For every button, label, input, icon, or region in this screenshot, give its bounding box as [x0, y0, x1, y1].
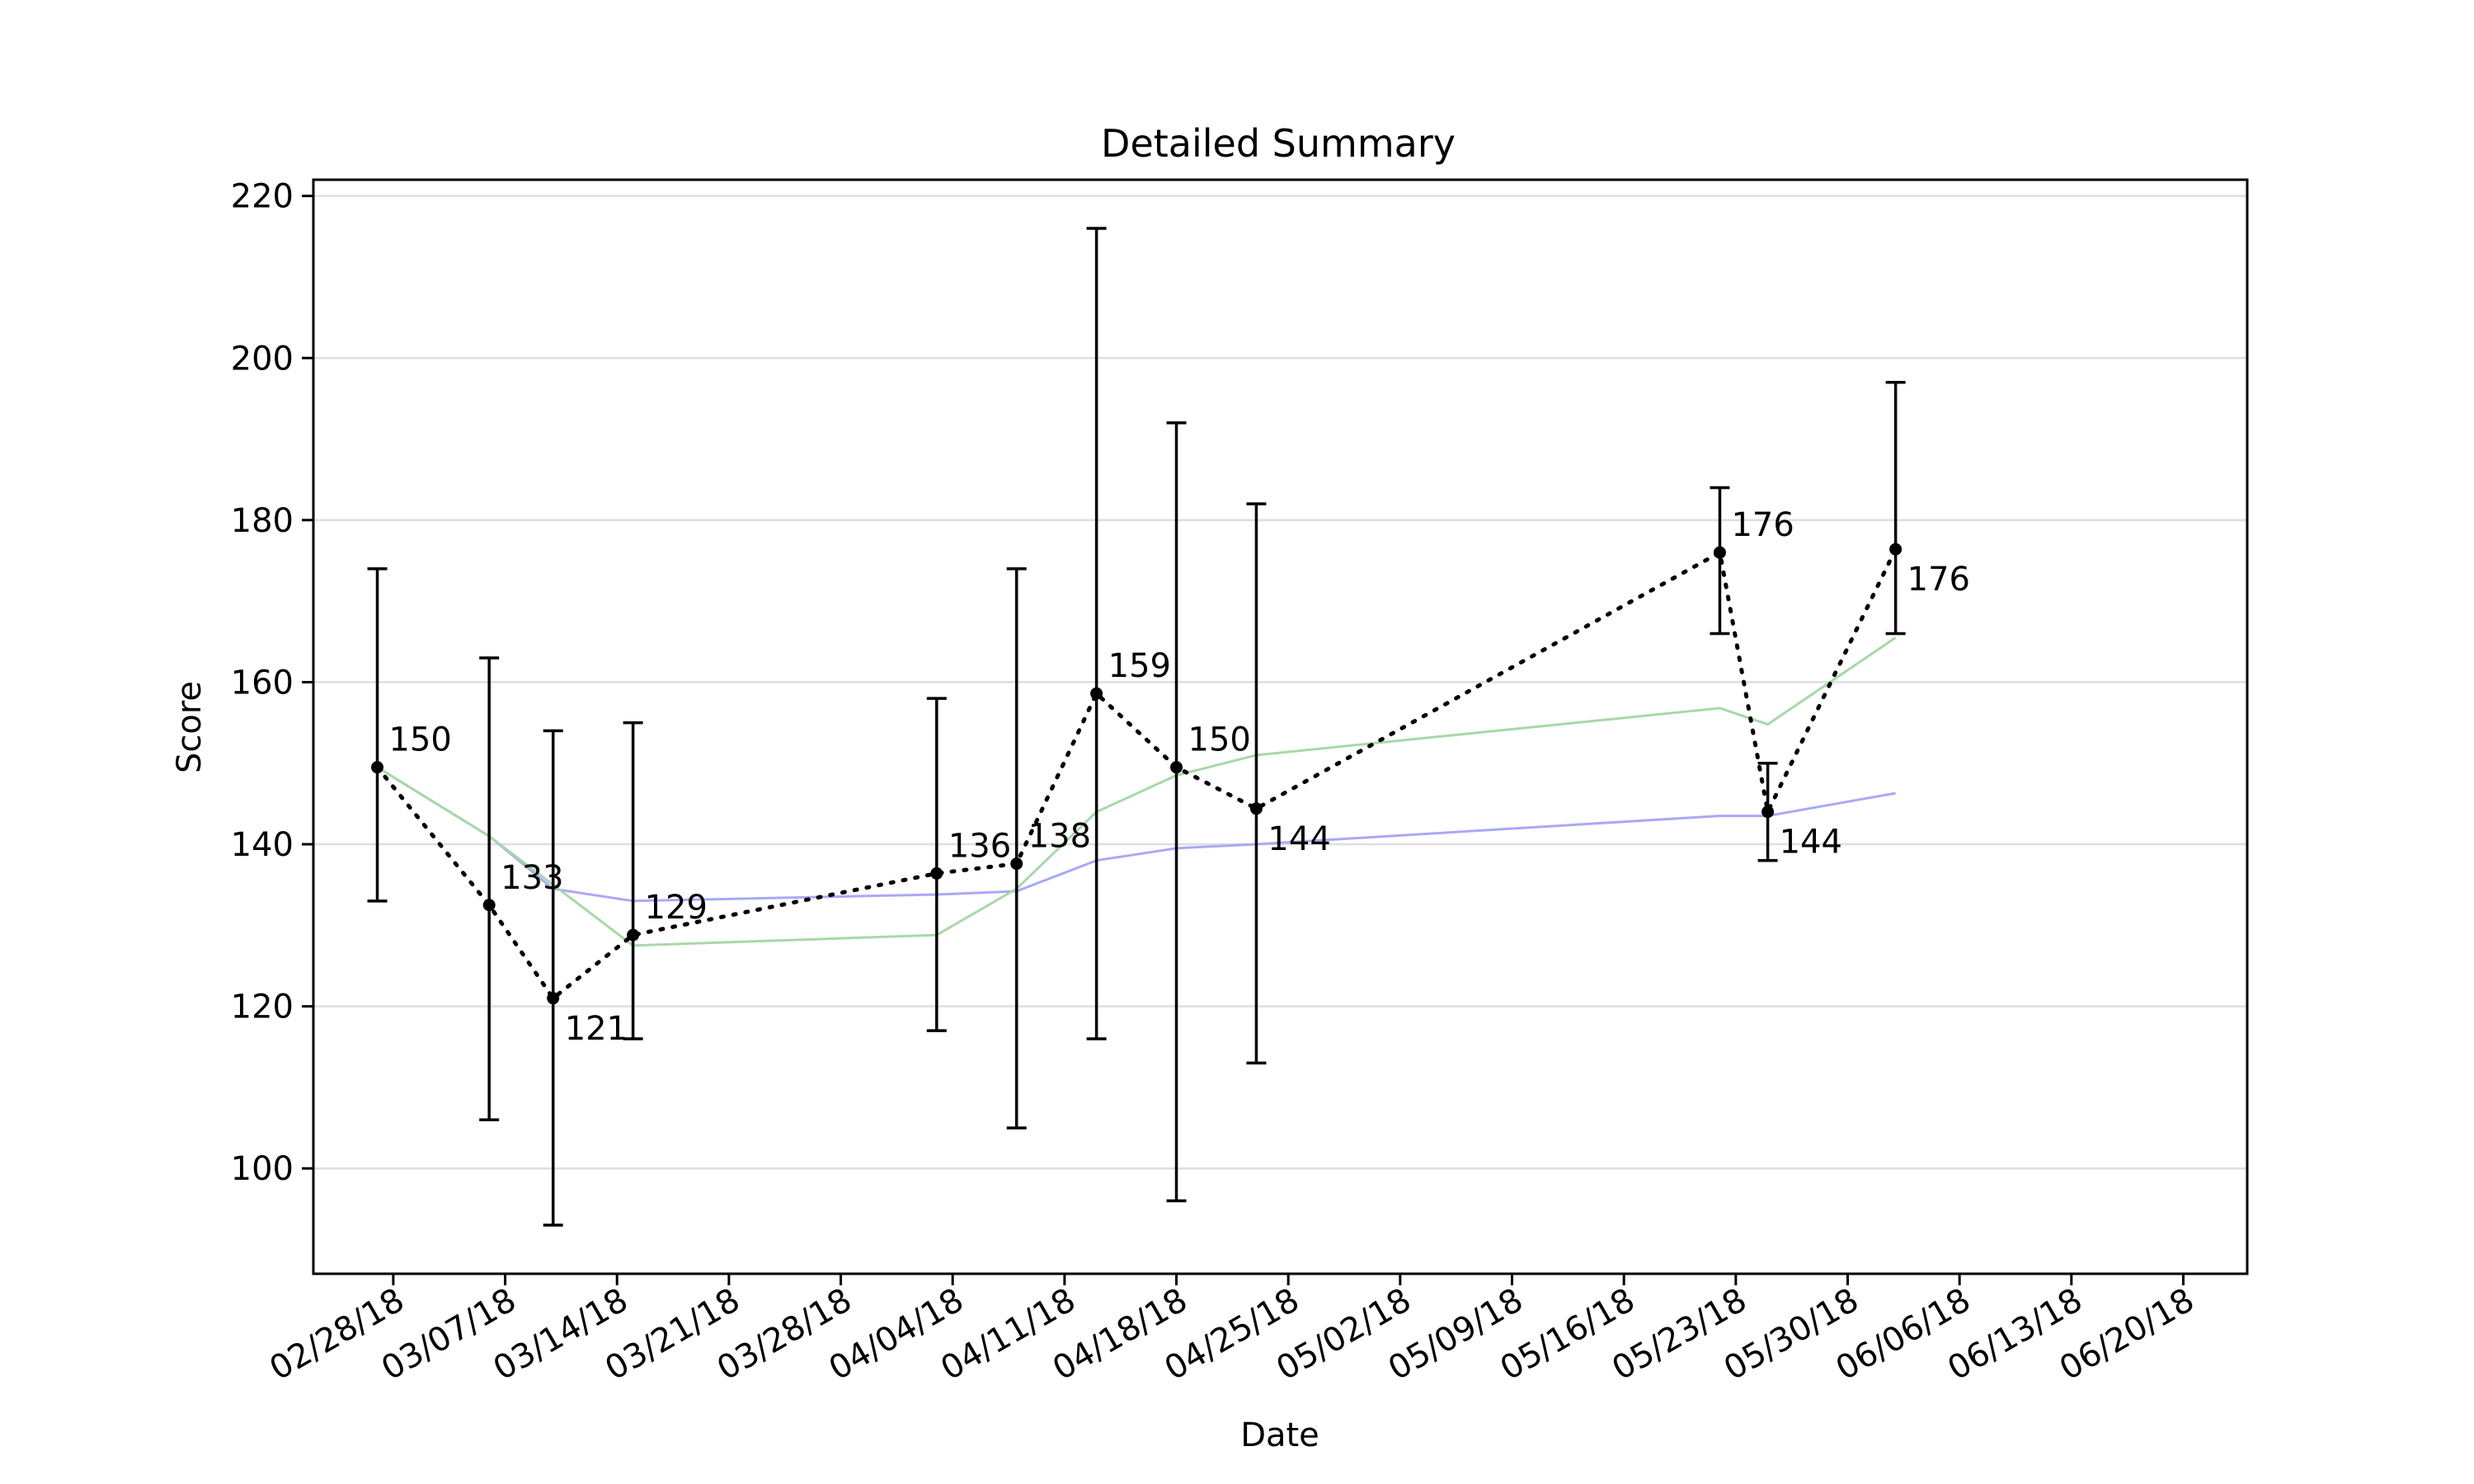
data-label: 129: [645, 889, 708, 927]
chart-title: Detailed Summary: [1101, 121, 1456, 166]
data-point: [1010, 857, 1023, 871]
error-bar: [1166, 421, 1187, 1203]
data-point: [482, 899, 496, 912]
data-point: [1761, 805, 1775, 819]
error-bar: [1246, 502, 1267, 1065]
y-tick-label: 120: [231, 989, 294, 1026]
data-point: [1090, 687, 1103, 700]
data-label: 144: [1268, 820, 1330, 858]
data-label: 150: [389, 721, 452, 759]
y-tick-label: 220: [231, 178, 294, 216]
data-label: 144: [1780, 824, 1842, 862]
data-label: 176: [1907, 561, 1970, 599]
data-point: [1889, 542, 1903, 556]
data-point: [930, 866, 943, 880]
data-label: 176: [1731, 506, 1794, 544]
data-label: 138: [1028, 818, 1091, 856]
data-point: [371, 761, 384, 774]
y-tick-label: 180: [231, 502, 294, 540]
trend-line-2: [376, 636, 1897, 947]
main-series: [371, 542, 1903, 1005]
y-tick-label: 200: [231, 340, 294, 378]
y-tick-label: 100: [231, 1150, 294, 1188]
main-series-line: [375, 547, 1898, 1002]
x-axis-label: Date: [1240, 1416, 1319, 1454]
trend-line-1: [376, 766, 1896, 903]
x-axis-ticks: 02/28/1803/07/1803/14/1803/21/1803/28/18…: [263, 1274, 2200, 1388]
error-bar: [367, 567, 388, 903]
data-label: 136: [948, 827, 1011, 865]
error-bar: [926, 697, 947, 1032]
data-point: [627, 928, 640, 942]
error-bar: [623, 721, 643, 1040]
data-point: [1713, 546, 1726, 559]
data-labels: 150 133 121 129 136 138 159 150 144 176 144 176: [389, 506, 1970, 1048]
data-label: 121: [565, 1010, 628, 1048]
grid-lines: [313, 195, 2247, 1170]
error-bar: [1006, 567, 1027, 1129]
error-bar: [543, 729, 563, 1227]
data-label: 133: [501, 859, 563, 897]
error-bar: [1086, 227, 1107, 1040]
trend-lines: [376, 636, 1897, 947]
y-axis-label: Score: [171, 681, 209, 773]
data-label: 150: [1188, 721, 1251, 759]
error-bar: [479, 656, 500, 1121]
error-bar: [1885, 380, 1906, 636]
data-point: [1170, 761, 1183, 774]
data-label: 159: [1108, 647, 1171, 685]
plot-frame: [312, 178, 2249, 1275]
y-tick-label: 140: [231, 826, 294, 864]
data-point: [547, 992, 560, 1005]
data-point: [1249, 802, 1263, 815]
y-tick-label: 160: [231, 664, 294, 702]
y-axis-ticks: 100 120 140 160 180 200 220: [231, 178, 313, 1188]
error-bars: [367, 227, 1906, 1227]
